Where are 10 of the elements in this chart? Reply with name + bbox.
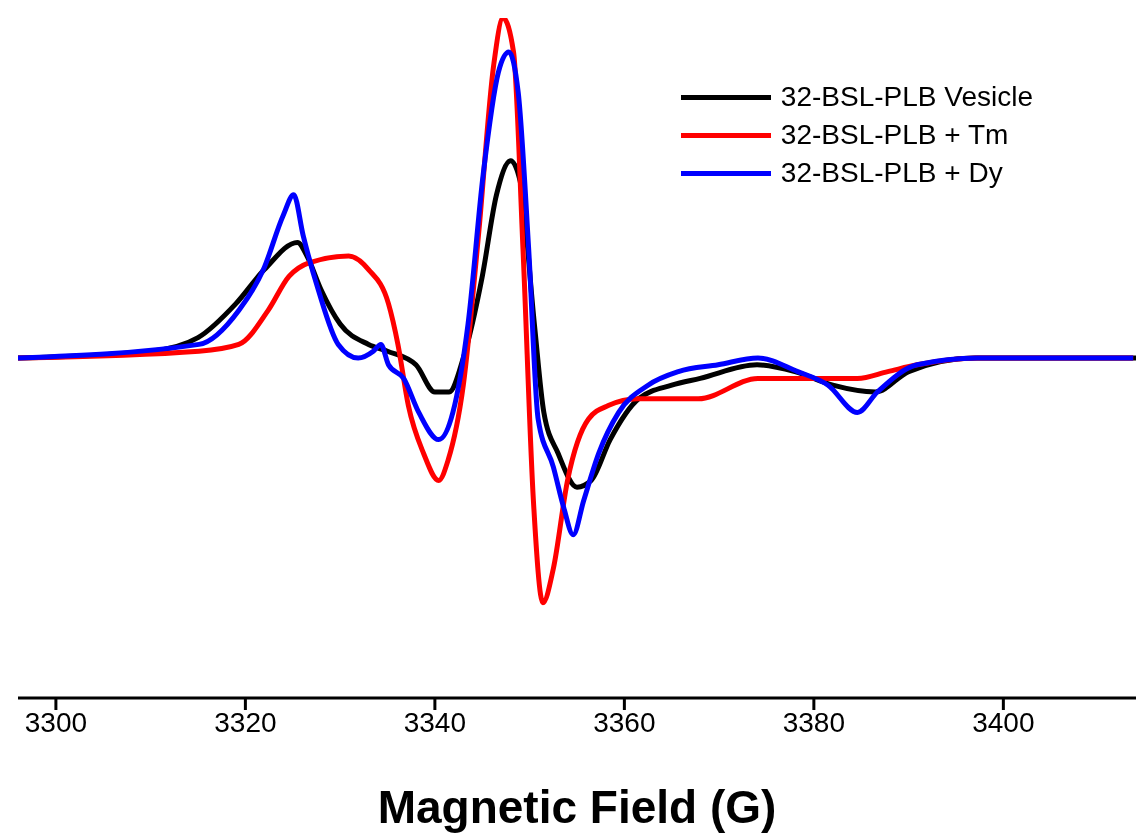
x-tick-label: 3380	[782, 706, 846, 738]
x-tick-label: 3320	[214, 706, 277, 738]
x-tick-label: 3300	[24, 706, 88, 738]
x-tick-label: 3340	[403, 706, 467, 738]
legend-label: 32-BSL-PLB + Tm	[780, 118, 1009, 152]
x-tick-label: 3360	[593, 706, 656, 738]
x-tick-label: 3400	[972, 706, 1035, 738]
x-axis-title: Magnetic Field (G)	[377, 781, 777, 833]
legend-label: 32-BSL-PLB + Dy	[780, 156, 1003, 190]
legend-label: 32-BSL-PLB Vesicle	[780, 80, 1033, 114]
